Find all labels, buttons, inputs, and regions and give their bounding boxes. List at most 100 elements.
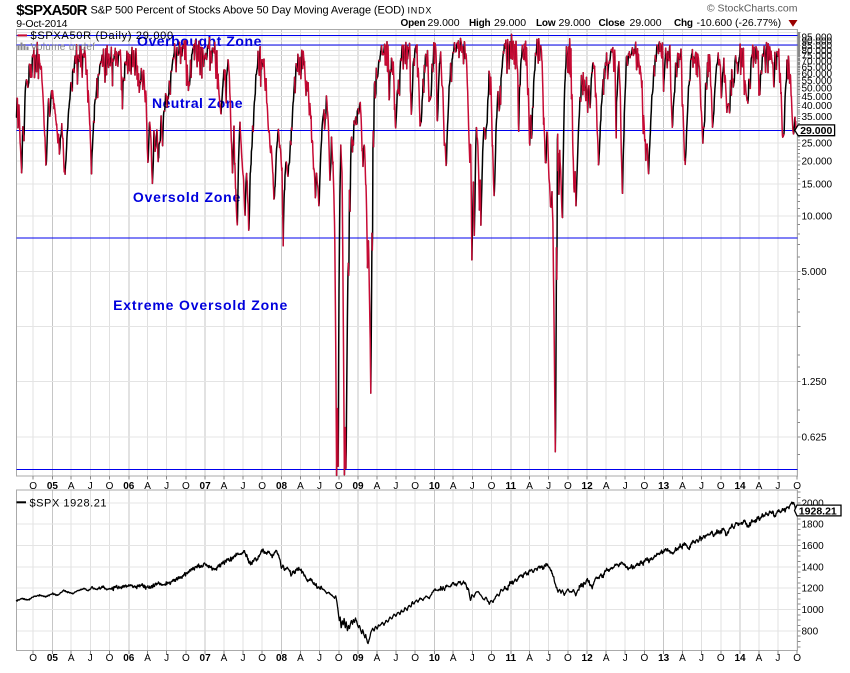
svg-text:12: 12 bbox=[582, 653, 594, 664]
svg-text:29.000: 29.000 bbox=[428, 17, 460, 29]
svg-text:1928.21: 1928.21 bbox=[799, 505, 837, 517]
svg-text:O: O bbox=[335, 481, 343, 492]
svg-text:J: J bbox=[88, 653, 93, 664]
svg-text:J: J bbox=[317, 481, 322, 492]
svg-text:10.000: 10.000 bbox=[802, 212, 833, 223]
svg-text:10: 10 bbox=[429, 653, 441, 664]
svg-text:A: A bbox=[450, 481, 457, 492]
svg-text:29.000: 29.000 bbox=[800, 125, 832, 137]
svg-text:J: J bbox=[546, 481, 551, 492]
svg-text:65.000: 65.000 bbox=[802, 63, 833, 74]
svg-text:O: O bbox=[335, 653, 343, 664]
svg-text:85.000: 85.000 bbox=[802, 41, 833, 52]
svg-text:O: O bbox=[564, 481, 572, 492]
svg-text:35.000: 35.000 bbox=[802, 112, 833, 123]
svg-text:O: O bbox=[106, 481, 114, 492]
svg-text:O: O bbox=[258, 653, 266, 664]
svg-text:1200: 1200 bbox=[802, 584, 825, 595]
svg-text:0.625: 0.625 bbox=[802, 432, 827, 443]
svg-text:75.000: 75.000 bbox=[802, 51, 833, 62]
svg-text:29.000: 29.000 bbox=[494, 17, 526, 29]
svg-text:J: J bbox=[317, 653, 322, 664]
svg-text:J: J bbox=[623, 653, 628, 664]
svg-text:A: A bbox=[68, 653, 75, 664]
svg-text:INDX: INDX bbox=[408, 5, 433, 15]
svg-text:O: O bbox=[717, 653, 725, 664]
svg-text:A: A bbox=[374, 653, 381, 664]
svg-text:06: 06 bbox=[123, 653, 135, 664]
svg-text:10: 10 bbox=[429, 481, 441, 492]
svg-text:5.000: 5.000 bbox=[802, 267, 827, 278]
svg-text:A: A bbox=[68, 481, 75, 492]
svg-text:A: A bbox=[374, 481, 381, 492]
svg-text:A: A bbox=[450, 653, 457, 664]
svg-text:A: A bbox=[221, 481, 228, 492]
svg-text:12: 12 bbox=[582, 481, 594, 492]
svg-text:J: J bbox=[241, 653, 246, 664]
svg-text:A: A bbox=[526, 653, 533, 664]
svg-text:80.000: 80.000 bbox=[802, 46, 833, 57]
svg-text:J: J bbox=[699, 481, 704, 492]
svg-text:J: J bbox=[775, 481, 780, 492]
svg-text:O: O bbox=[411, 653, 419, 664]
svg-text:11: 11 bbox=[506, 653, 517, 664]
svg-text:29.000: 29.000 bbox=[559, 17, 591, 29]
svg-text:14: 14 bbox=[734, 653, 746, 664]
svg-text:A: A bbox=[221, 653, 228, 664]
svg-text:High: High bbox=[469, 18, 491, 29]
svg-text:1800: 1800 bbox=[802, 520, 825, 531]
svg-text:© StockCharts.com: © StockCharts.com bbox=[707, 3, 798, 15]
svg-text:J: J bbox=[470, 481, 475, 492]
svg-text:55.000: 55.000 bbox=[802, 76, 833, 87]
svg-text:Low: Low bbox=[536, 18, 556, 29]
svg-text:J: J bbox=[241, 481, 246, 492]
svg-text:A: A bbox=[679, 481, 686, 492]
svg-text:06: 06 bbox=[123, 481, 135, 492]
svg-text:29.000: 29.000 bbox=[630, 17, 662, 29]
svg-text:Chg: Chg bbox=[674, 18, 693, 29]
svg-text:O: O bbox=[411, 481, 419, 492]
svg-text:J: J bbox=[623, 481, 628, 492]
svg-text:05: 05 bbox=[47, 653, 59, 664]
svg-text:J: J bbox=[88, 481, 93, 492]
svg-text:J: J bbox=[699, 653, 704, 664]
svg-text:70.000: 70.000 bbox=[802, 57, 833, 68]
svg-text:50.000: 50.000 bbox=[802, 83, 833, 94]
svg-text:O: O bbox=[793, 481, 801, 492]
svg-text:Open: Open bbox=[401, 18, 426, 29]
svg-text:O: O bbox=[29, 653, 37, 664]
svg-text:09: 09 bbox=[352, 481, 364, 492]
svg-text:A: A bbox=[603, 481, 610, 492]
svg-text:A: A bbox=[297, 653, 304, 664]
svg-text:Close: Close bbox=[599, 18, 626, 29]
svg-text:13: 13 bbox=[658, 653, 670, 664]
svg-text:O: O bbox=[641, 481, 649, 492]
svg-text:07: 07 bbox=[200, 481, 212, 492]
svg-text:95.000: 95.000 bbox=[802, 32, 833, 43]
svg-text:9-Oct-2014: 9-Oct-2014 bbox=[16, 18, 67, 30]
svg-text:11: 11 bbox=[506, 481, 517, 492]
svg-text:$SPXA50R (Daily) 29.000: $SPXA50R (Daily) 29.000 bbox=[31, 30, 174, 42]
svg-text:1600: 1600 bbox=[802, 541, 825, 552]
svg-text:O: O bbox=[29, 481, 37, 492]
svg-text:Volume undef: Volume undef bbox=[31, 42, 96, 53]
svg-text:J: J bbox=[393, 481, 398, 492]
svg-text:O: O bbox=[106, 653, 114, 664]
svg-text:A: A bbox=[603, 653, 610, 664]
svg-text:08: 08 bbox=[276, 653, 288, 664]
svg-text:25.000: 25.000 bbox=[802, 139, 833, 150]
svg-text:J: J bbox=[775, 653, 780, 664]
svg-text:800: 800 bbox=[802, 626, 819, 637]
svg-text:O: O bbox=[793, 653, 801, 664]
svg-text:J: J bbox=[393, 653, 398, 664]
svg-text:20.000: 20.000 bbox=[802, 156, 833, 167]
svg-text:90.000: 90.000 bbox=[802, 37, 833, 48]
svg-text:A: A bbox=[756, 653, 763, 664]
svg-text:J: J bbox=[164, 653, 169, 664]
svg-text:14: 14 bbox=[734, 481, 746, 492]
svg-text:J: J bbox=[546, 653, 551, 664]
svg-text:S&P 500 Percent of Stocks Abov: S&P 500 Percent of Stocks Above 50 Day M… bbox=[91, 4, 405, 16]
svg-text:1000: 1000 bbox=[802, 605, 825, 616]
svg-text:Extreme Oversold Zone: Extreme Oversold Zone bbox=[113, 297, 288, 313]
svg-text:O: O bbox=[488, 481, 496, 492]
